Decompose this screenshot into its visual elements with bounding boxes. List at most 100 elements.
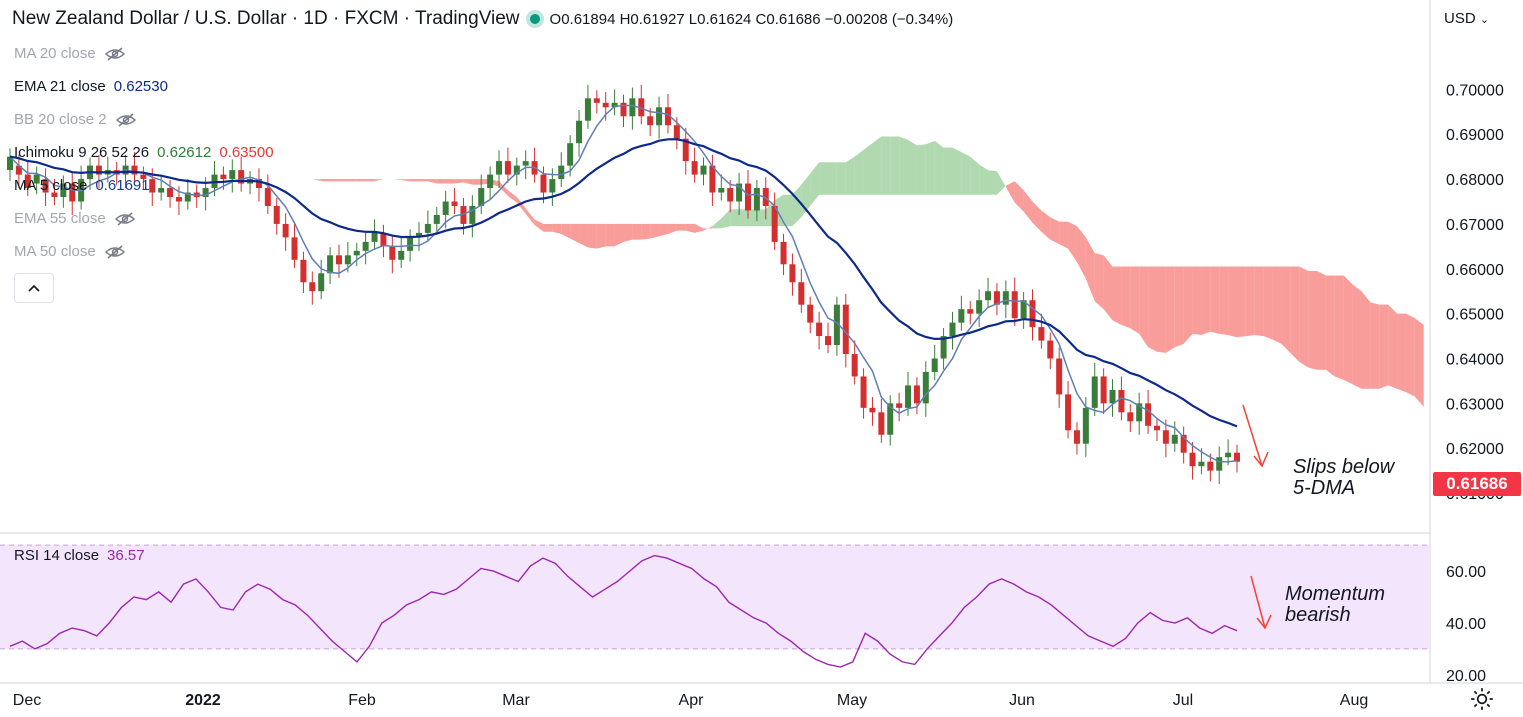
eye-hidden-icon[interactable] bbox=[104, 46, 126, 62]
rsi-tick-label: 60.00 bbox=[1446, 564, 1486, 581]
candle-body bbox=[558, 165, 565, 180]
rsi-annotation: Momentum bearish bbox=[1285, 584, 1385, 626]
candle-body bbox=[389, 246, 396, 260]
legend-row[interactable]: MA 20 close bbox=[14, 45, 126, 62]
time-tick-label: Aug bbox=[1340, 692, 1368, 709]
candle-body bbox=[931, 358, 938, 372]
time-tick-label: 2022 bbox=[185, 692, 221, 709]
candle-body bbox=[318, 273, 325, 292]
symbol-header[interactable]: New Zealand Dollar / U.S. Dollar · 1D · … bbox=[12, 8, 953, 30]
candle-body bbox=[496, 161, 503, 175]
candle-body bbox=[718, 188, 725, 193]
cloud-bear-segment bbox=[1370, 302, 1380, 389]
cloud-bear-segment bbox=[321, 179, 331, 182]
rsi-pane bbox=[9, 554, 1238, 668]
cloud-bear-segment bbox=[685, 223, 695, 233]
cloud-bear-segment bbox=[641, 223, 651, 240]
time-tick-label: Mar bbox=[502, 692, 530, 709]
cloud-bull-segment bbox=[267, 172, 277, 175]
legend-row[interactable]: MA 5 close 0.61691 bbox=[14, 177, 150, 194]
legend-row[interactable]: Ichimoku 9 26 52 26 0.62612 0.63500 bbox=[14, 144, 274, 161]
price-tick-label: 0.66000 bbox=[1446, 262, 1504, 279]
legend-label: MA 50 close bbox=[14, 243, 96, 260]
cloud-bull-segment bbox=[250, 165, 259, 173]
symbol-title[interactable]: New Zealand Dollar / U.S. Dollar · 1D · … bbox=[12, 8, 520, 29]
cloud-bear-segment bbox=[1299, 266, 1309, 368]
candle-body bbox=[940, 336, 947, 359]
rsi-label: RSI 14 close bbox=[14, 547, 100, 564]
candle-body bbox=[851, 354, 858, 377]
cloud-bear-segment bbox=[1103, 255, 1113, 321]
cloud-bear-segment bbox=[659, 223, 668, 237]
cloud-bear-segment bbox=[1308, 271, 1318, 370]
candle-body bbox=[273, 205, 280, 224]
time-axis[interactable]: Dec 2022 Feb Mar Apr May Jun Jul Aug bbox=[13, 692, 1368, 709]
candle-body bbox=[1136, 403, 1143, 422]
cloud-bear-segment bbox=[1023, 190, 1033, 223]
candle-body bbox=[789, 264, 796, 283]
cloud-bull-segment bbox=[721, 209, 731, 229]
candle-body bbox=[309, 282, 316, 292]
candle-body bbox=[1171, 434, 1178, 444]
candle-body bbox=[656, 107, 663, 126]
candle-body bbox=[202, 188, 209, 198]
eye-hidden-icon[interactable] bbox=[115, 112, 137, 128]
cloud-bear-segment bbox=[1130, 266, 1140, 334]
time-tick-label: Jun bbox=[1009, 692, 1035, 709]
candle-body bbox=[1207, 461, 1214, 471]
cloud-bear-segment bbox=[1290, 266, 1300, 362]
legend-row[interactable]: EMA 55 close bbox=[14, 210, 136, 227]
legend-label: MA 5 close bbox=[14, 177, 88, 194]
price-annotation-line-2: 5-DMA bbox=[1293, 477, 1356, 499]
cloud-bear-segment bbox=[410, 179, 419, 182]
candle-body bbox=[1029, 300, 1036, 328]
cloud-bear-segment bbox=[516, 197, 526, 214]
candle-body bbox=[131, 165, 138, 175]
ema21-line bbox=[9, 138, 1238, 428]
candle-body bbox=[567, 143, 574, 166]
candle-body bbox=[33, 174, 40, 184]
legend-row[interactable]: MA 50 close bbox=[14, 243, 126, 260]
legend-row[interactable]: BB 20 close 2 bbox=[14, 111, 137, 128]
settings-gear-icon[interactable] bbox=[1469, 686, 1495, 712]
cloud-bull-segment bbox=[872, 136, 882, 195]
candle-body bbox=[478, 188, 485, 206]
cloud-bear-segment bbox=[419, 179, 428, 182]
rsi-legend[interactable]: RSI 14 close 36.57 bbox=[14, 547, 145, 564]
candle-body bbox=[727, 188, 734, 202]
eye-hidden-icon[interactable] bbox=[114, 211, 136, 227]
candle-body bbox=[460, 205, 467, 224]
candle-body bbox=[1065, 394, 1072, 431]
candle-body bbox=[664, 107, 671, 126]
currency-selector[interactable]: USD ⌄ bbox=[1444, 10, 1489, 27]
candle-body bbox=[629, 98, 636, 117]
moving-averages bbox=[9, 104, 1238, 463]
cloud-bear-segment bbox=[1352, 284, 1362, 389]
candle-body bbox=[504, 161, 511, 175]
price-tick-label: 0.67000 bbox=[1446, 217, 1504, 234]
candle-body bbox=[371, 232, 378, 242]
legend-row[interactable]: EMA 21 close 0.62530 bbox=[14, 78, 168, 95]
price-axis[interactable]: 0.70000 0.69000 0.68000 0.67000 0.66000 0.650… bbox=[1446, 82, 1504, 684]
collapse-legend-button[interactable] bbox=[14, 273, 54, 303]
cloud-bull-segment bbox=[747, 209, 757, 227]
candle-body bbox=[780, 241, 787, 265]
cloud-bull-segment bbox=[712, 218, 722, 229]
cloud-bear-segment bbox=[525, 208, 535, 226]
eye-hidden-icon[interactable] bbox=[104, 244, 126, 260]
cloud-bear-segment bbox=[1343, 275, 1353, 385]
cloud-bear-segment bbox=[1325, 275, 1335, 377]
cloud-bear-segment bbox=[1050, 217, 1060, 245]
currency-label: USD bbox=[1444, 10, 1476, 27]
candle-body bbox=[682, 138, 689, 162]
time-tick-label: Jul bbox=[1173, 692, 1193, 709]
cloud-bear-segment bbox=[1148, 266, 1157, 352]
candle-body bbox=[380, 232, 387, 247]
cloud-bear-segment bbox=[570, 223, 580, 243]
candle-body bbox=[238, 170, 245, 184]
price-tick-label: 0.65000 bbox=[1446, 307, 1504, 324]
ma5-line bbox=[9, 104, 1238, 463]
cloud-bull-segment bbox=[854, 149, 864, 195]
cloud-bear-segment bbox=[1414, 318, 1424, 407]
